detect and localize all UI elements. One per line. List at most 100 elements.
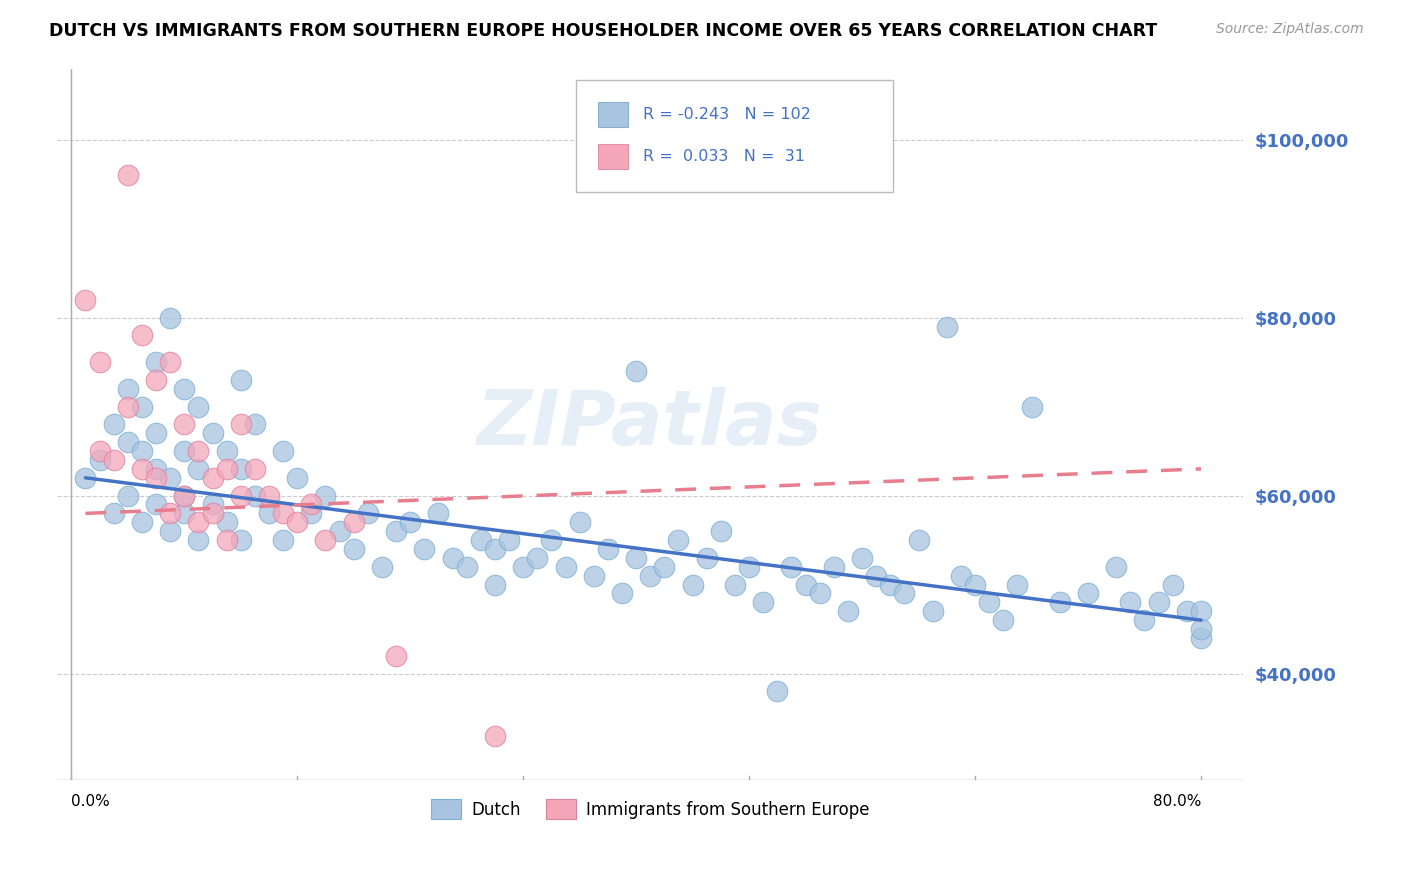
- Point: [682, 577, 704, 591]
- Point: [117, 169, 139, 183]
- Point: [215, 516, 238, 530]
- Point: [582, 568, 605, 582]
- Point: [159, 310, 181, 325]
- Point: [314, 489, 336, 503]
- Point: [187, 462, 209, 476]
- Point: [229, 462, 252, 476]
- Point: [299, 507, 322, 521]
- Point: [159, 507, 181, 521]
- Point: [343, 541, 366, 556]
- Point: [271, 533, 294, 547]
- Point: [484, 729, 506, 743]
- Point: [484, 577, 506, 591]
- Point: [173, 489, 195, 503]
- Point: [243, 489, 266, 503]
- Point: [285, 516, 308, 530]
- Point: [441, 550, 464, 565]
- Point: [668, 533, 690, 547]
- Point: [624, 550, 647, 565]
- Point: [145, 355, 167, 369]
- Point: [89, 355, 111, 369]
- Point: [145, 498, 167, 512]
- Point: [145, 373, 167, 387]
- Point: [159, 355, 181, 369]
- Point: [145, 426, 167, 441]
- Point: [498, 533, 520, 547]
- Point: [117, 435, 139, 450]
- Point: [554, 559, 576, 574]
- Point: [624, 364, 647, 378]
- Point: [201, 426, 224, 441]
- Point: [89, 444, 111, 458]
- Point: [1007, 577, 1029, 591]
- Point: [949, 568, 972, 582]
- Point: [907, 533, 929, 547]
- Point: [187, 516, 209, 530]
- Point: [484, 541, 506, 556]
- Point: [357, 507, 380, 521]
- Point: [173, 489, 195, 503]
- Point: [103, 507, 125, 521]
- Point: [131, 400, 153, 414]
- Point: [229, 489, 252, 503]
- Point: [385, 648, 408, 663]
- Text: R =  0.033   N =  31: R = 0.033 N = 31: [643, 149, 804, 163]
- Point: [935, 319, 957, 334]
- Point: [243, 462, 266, 476]
- Point: [1021, 400, 1043, 414]
- Point: [963, 577, 986, 591]
- Point: [1189, 622, 1212, 636]
- Text: R = -0.243   N = 102: R = -0.243 N = 102: [643, 107, 810, 121]
- Point: [117, 489, 139, 503]
- Point: [75, 293, 97, 307]
- Point: [187, 533, 209, 547]
- Point: [257, 507, 280, 521]
- Point: [512, 559, 534, 574]
- Point: [229, 373, 252, 387]
- Point: [413, 541, 436, 556]
- Point: [596, 541, 619, 556]
- Point: [229, 417, 252, 432]
- Point: [823, 559, 845, 574]
- Point: [75, 471, 97, 485]
- Point: [993, 613, 1015, 627]
- Point: [173, 444, 195, 458]
- Point: [201, 498, 224, 512]
- Point: [131, 462, 153, 476]
- Point: [837, 604, 859, 618]
- Point: [103, 417, 125, 432]
- Point: [1049, 595, 1071, 609]
- Point: [257, 489, 280, 503]
- Point: [1077, 586, 1099, 600]
- Point: [654, 559, 676, 574]
- Point: [145, 462, 167, 476]
- Point: [921, 604, 943, 618]
- Point: [808, 586, 831, 600]
- Legend: Dutch, Immigrants from Southern Europe: Dutch, Immigrants from Southern Europe: [425, 793, 876, 825]
- Point: [979, 595, 1001, 609]
- Point: [568, 516, 591, 530]
- Point: [187, 400, 209, 414]
- Point: [201, 471, 224, 485]
- Point: [173, 382, 195, 396]
- Point: [1189, 604, 1212, 618]
- Point: [201, 507, 224, 521]
- Point: [610, 586, 633, 600]
- Point: [131, 516, 153, 530]
- Point: [540, 533, 562, 547]
- Point: [766, 684, 789, 698]
- Point: [399, 516, 422, 530]
- Point: [314, 533, 336, 547]
- Point: [1175, 604, 1198, 618]
- Point: [145, 471, 167, 485]
- Point: [285, 471, 308, 485]
- Point: [738, 559, 761, 574]
- Text: 0.0%: 0.0%: [72, 794, 110, 809]
- Point: [879, 577, 901, 591]
- Point: [215, 444, 238, 458]
- Point: [329, 524, 352, 538]
- Point: [456, 559, 478, 574]
- Point: [1105, 559, 1128, 574]
- Point: [752, 595, 775, 609]
- Point: [865, 568, 887, 582]
